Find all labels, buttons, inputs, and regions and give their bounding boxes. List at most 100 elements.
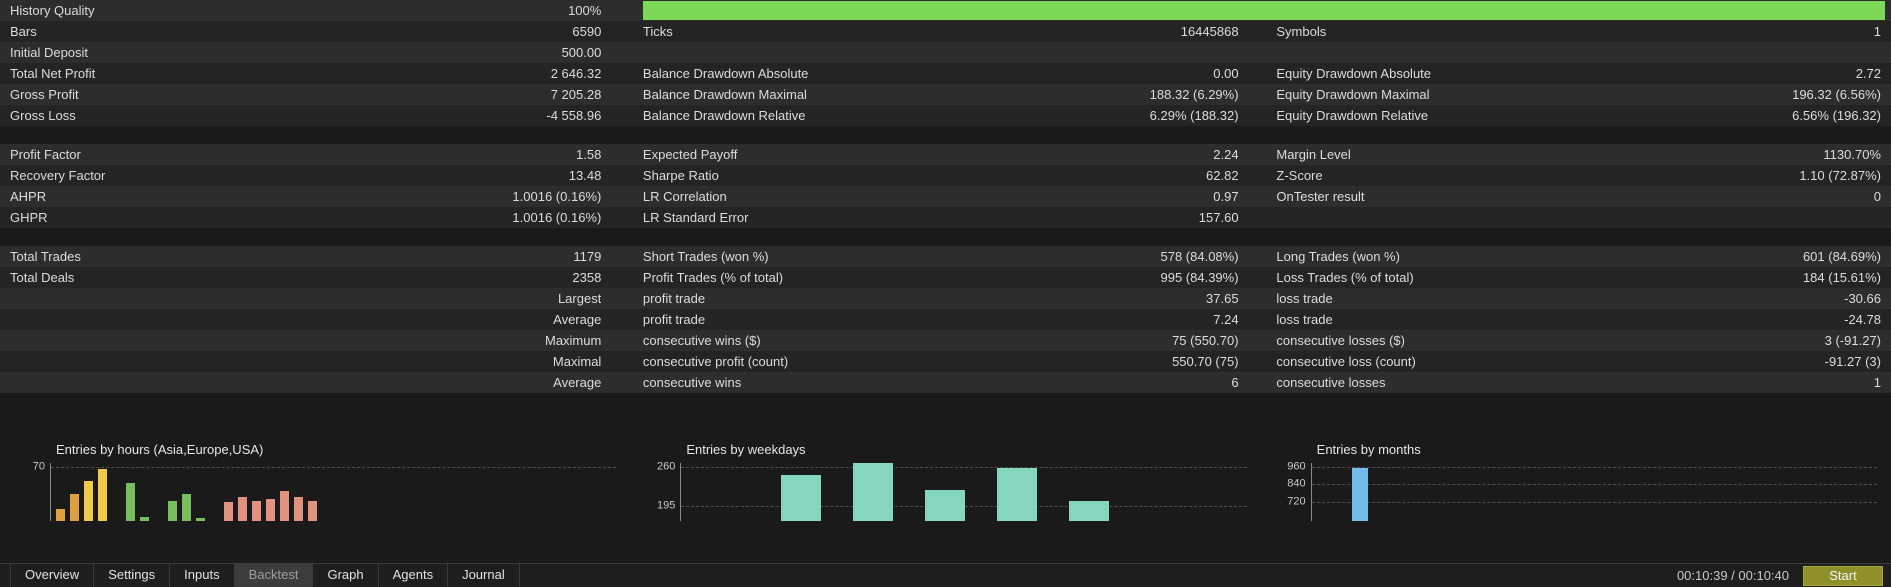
stat-label: consecutive losses ($) — [1276, 333, 1405, 348]
table-row: Total Deals 2358 Profit Trades (% of total… — [0, 267, 1891, 288]
table-row: Largest profit trade 37.65 loss trade -30.66 — [0, 288, 1891, 309]
bar — [280, 491, 289, 521]
gridline — [681, 467, 1247, 468]
stat-label: Gross Profit — [10, 87, 79, 102]
column-gutter — [1239, 309, 1277, 330]
chart-plot: 260 195 — [657, 461, 1247, 521]
gridline — [1311, 501, 1877, 503]
stat-label — [1276, 42, 1635, 63]
tab-graph[interactable]: Graph — [313, 564, 379, 587]
table-spacer-row — [0, 228, 1891, 246]
table-row: Average profit trade 7.24 loss trade -24.78 — [0, 309, 1891, 330]
stat-value: 6.29% (188.32) — [1149, 108, 1239, 123]
stat-label: Sharpe Ratio — [642, 168, 719, 183]
stat-value: 188.32 (6.29%) — [1149, 87, 1239, 102]
column-gutter — [1239, 288, 1277, 309]
stat-value: 6590 — [572, 24, 602, 39]
table-spacer-row — [0, 126, 1891, 144]
column-gutter — [1239, 186, 1277, 207]
table-row: Gross Loss -4 558.96 Balance Drawdown Rela… — [0, 105, 1891, 126]
stat-value: 0 — [1873, 189, 1881, 204]
y-tick-label: 70 — [32, 460, 45, 473]
stat-label: AHPR — [10, 189, 47, 204]
stat-label: Expected Payoff — [642, 147, 738, 162]
tab-inputs[interactable]: Inputs — [170, 564, 235, 587]
column-gutter — [1239, 351, 1277, 372]
stat-value: 1.0016 (0.16%) — [512, 189, 602, 204]
chart-title: Entries by weekdays — [686, 442, 806, 457]
bar — [925, 490, 966, 521]
column-gutter — [601, 246, 643, 267]
stat-label: Total Deals — [10, 270, 75, 285]
stat-label: Balance Drawdown Absolute — [642, 66, 809, 81]
column-gutter — [601, 309, 643, 330]
column-gutter — [1239, 84, 1277, 105]
stat-value: 75 (550.70) — [1172, 333, 1239, 348]
stat-label: Balance Drawdown Maximal — [642, 87, 807, 102]
chart-title: Entries by months — [1316, 442, 1421, 457]
table-row: Total Trades 1179 Short Trades (won %) 578 … — [0, 246, 1891, 267]
stat-label: LR Correlation — [642, 189, 727, 204]
stat-value: 16445868 — [1180, 24, 1239, 39]
tab-agents[interactable]: Agents — [379, 564, 449, 587]
table-row: History Quality 100% — [0, 0, 1891, 21]
stat-label: Total Net Profit — [10, 66, 96, 81]
gridline — [51, 467, 617, 468]
bar — [98, 468, 107, 521]
stat-value: 184 (15.61%) — [1802, 270, 1881, 285]
stat-value: 1 — [1873, 24, 1881, 39]
stat-value: 3 (-91.27) — [1824, 333, 1881, 348]
stat-value: 995 (84.39%) — [1160, 270, 1239, 285]
column-gutter — [601, 165, 643, 186]
stat-label — [0, 351, 321, 372]
y-tick-label: 720 — [1287, 495, 1306, 508]
stat-label: Long Trades (won %) — [1276, 249, 1400, 264]
stat-label: Equity Drawdown Maximal — [1276, 87, 1430, 102]
bar — [294, 496, 303, 521]
stat-value — [1636, 42, 1891, 63]
table-row: AHPR 1.0016 (0.16%) LR Correlation 0.97 OnTe… — [0, 186, 1891, 207]
stat-label: Margin Level — [1276, 147, 1351, 162]
table-row: Recovery Factor 13.48 Sharpe Ratio 62.82 Z-S… — [0, 165, 1891, 186]
stat-value: 7.24 — [1213, 312, 1239, 327]
stat-label: consecutive loss (count) — [1276, 354, 1416, 369]
stat-value: Largest — [557, 291, 602, 306]
tab-journal[interactable]: Journal — [448, 564, 520, 587]
bar — [252, 500, 261, 521]
stat-value: 500.00 — [561, 45, 602, 60]
chart-bars — [781, 463, 1110, 521]
stat-value — [1636, 207, 1891, 228]
stats-table: History Quality 100% Bars 6590 Ticks 16445868… — [0, 0, 1891, 393]
column-gutter — [601, 105, 643, 126]
tab-settings[interactable]: Settings — [94, 564, 171, 587]
stat-value: Average — [553, 375, 602, 390]
bar — [266, 499, 275, 521]
bar — [56, 508, 65, 521]
stat-label: Ticks — [642, 24, 673, 39]
tab-overview[interactable]: Overview — [10, 564, 95, 587]
stat-value: 6 — [1231, 375, 1239, 390]
stat-value: -30.66 — [1844, 291, 1881, 306]
chart-bars — [56, 468, 387, 521]
bar — [224, 502, 233, 521]
start-button[interactable]: Start — [1803, 565, 1883, 586]
chart-plot: 960 840 720 — [1287, 461, 1877, 521]
stat-value: 6.56% (196.32) — [1792, 108, 1881, 123]
bar — [168, 500, 177, 521]
stat-value: 1 — [1873, 375, 1881, 390]
stat-value: 2358 — [572, 270, 602, 285]
column-gutter — [601, 0, 643, 21]
tabs: Overview Settings Inputs Backtest Graph Agent… — [10, 564, 520, 587]
column-gutter — [1239, 165, 1277, 186]
chart-bars — [1351, 468, 1368, 521]
bar — [238, 496, 247, 521]
chart-entries-by-weekdays: Entries by weekdays 260 195 — [630, 441, 1260, 521]
stat-label: LR Standard Error — [642, 210, 749, 225]
stat-label: consecutive profit (count) — [642, 354, 789, 369]
tab-backtest[interactable]: Backtest — [234, 564, 314, 587]
stat-value: Maximum — [544, 333, 602, 348]
y-tick-label: 840 — [1287, 477, 1306, 490]
column-gutter — [601, 372, 643, 393]
column-gutter — [601, 21, 643, 42]
bottom-tab-bar: Overview Settings Inputs Backtest Graph Agent… — [0, 563, 1891, 587]
